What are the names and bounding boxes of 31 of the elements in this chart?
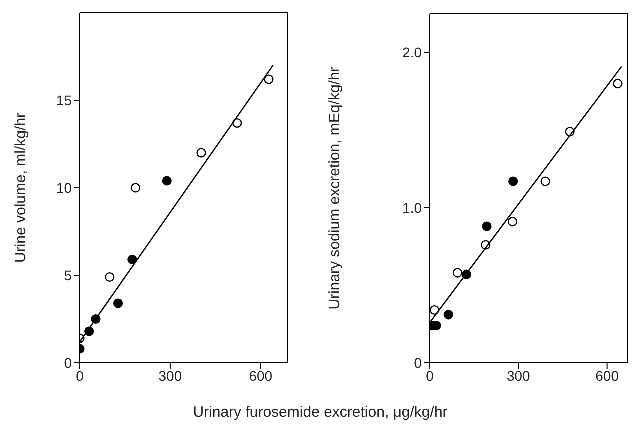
point <box>128 254 138 265</box>
y-tick-label: 15 <box>56 92 72 108</box>
point <box>113 298 124 308</box>
point <box>130 183 141 193</box>
point <box>162 176 172 186</box>
y-axis-title: Urinary sodium excretion, mEq/kg/hr <box>326 67 344 310</box>
x-tick-label: 300 <box>158 368 182 384</box>
point <box>196 148 206 158</box>
point <box>508 217 518 227</box>
x-tick-label: 300 <box>506 368 531 384</box>
y-tick-label: 0 <box>64 354 72 371</box>
y-tick-label: 2.0 <box>402 44 422 61</box>
point <box>613 79 623 89</box>
x-tick-label: 0 <box>426 368 434 384</box>
point <box>452 268 463 278</box>
point <box>264 74 274 84</box>
y-tick-label: 1.0 <box>402 200 422 216</box>
x-tick-label: 0 <box>76 368 84 384</box>
point <box>482 222 492 232</box>
point <box>508 176 518 186</box>
point <box>430 305 440 316</box>
y-axis-title: Urine volume, ml/kg/hr <box>12 112 30 264</box>
y-tick-label: 10 <box>56 180 72 196</box>
point <box>105 272 115 282</box>
y-tick-label: 0 <box>414 354 422 371</box>
y-tick-label: 5 <box>64 267 72 284</box>
x-tick-label: 600 <box>249 368 273 384</box>
x-axis-title: Urinary furosemide excretion, μg/kg/hr <box>192 404 449 421</box>
point <box>540 176 550 186</box>
x-tick-label: 600 <box>596 368 620 384</box>
point <box>444 310 454 320</box>
